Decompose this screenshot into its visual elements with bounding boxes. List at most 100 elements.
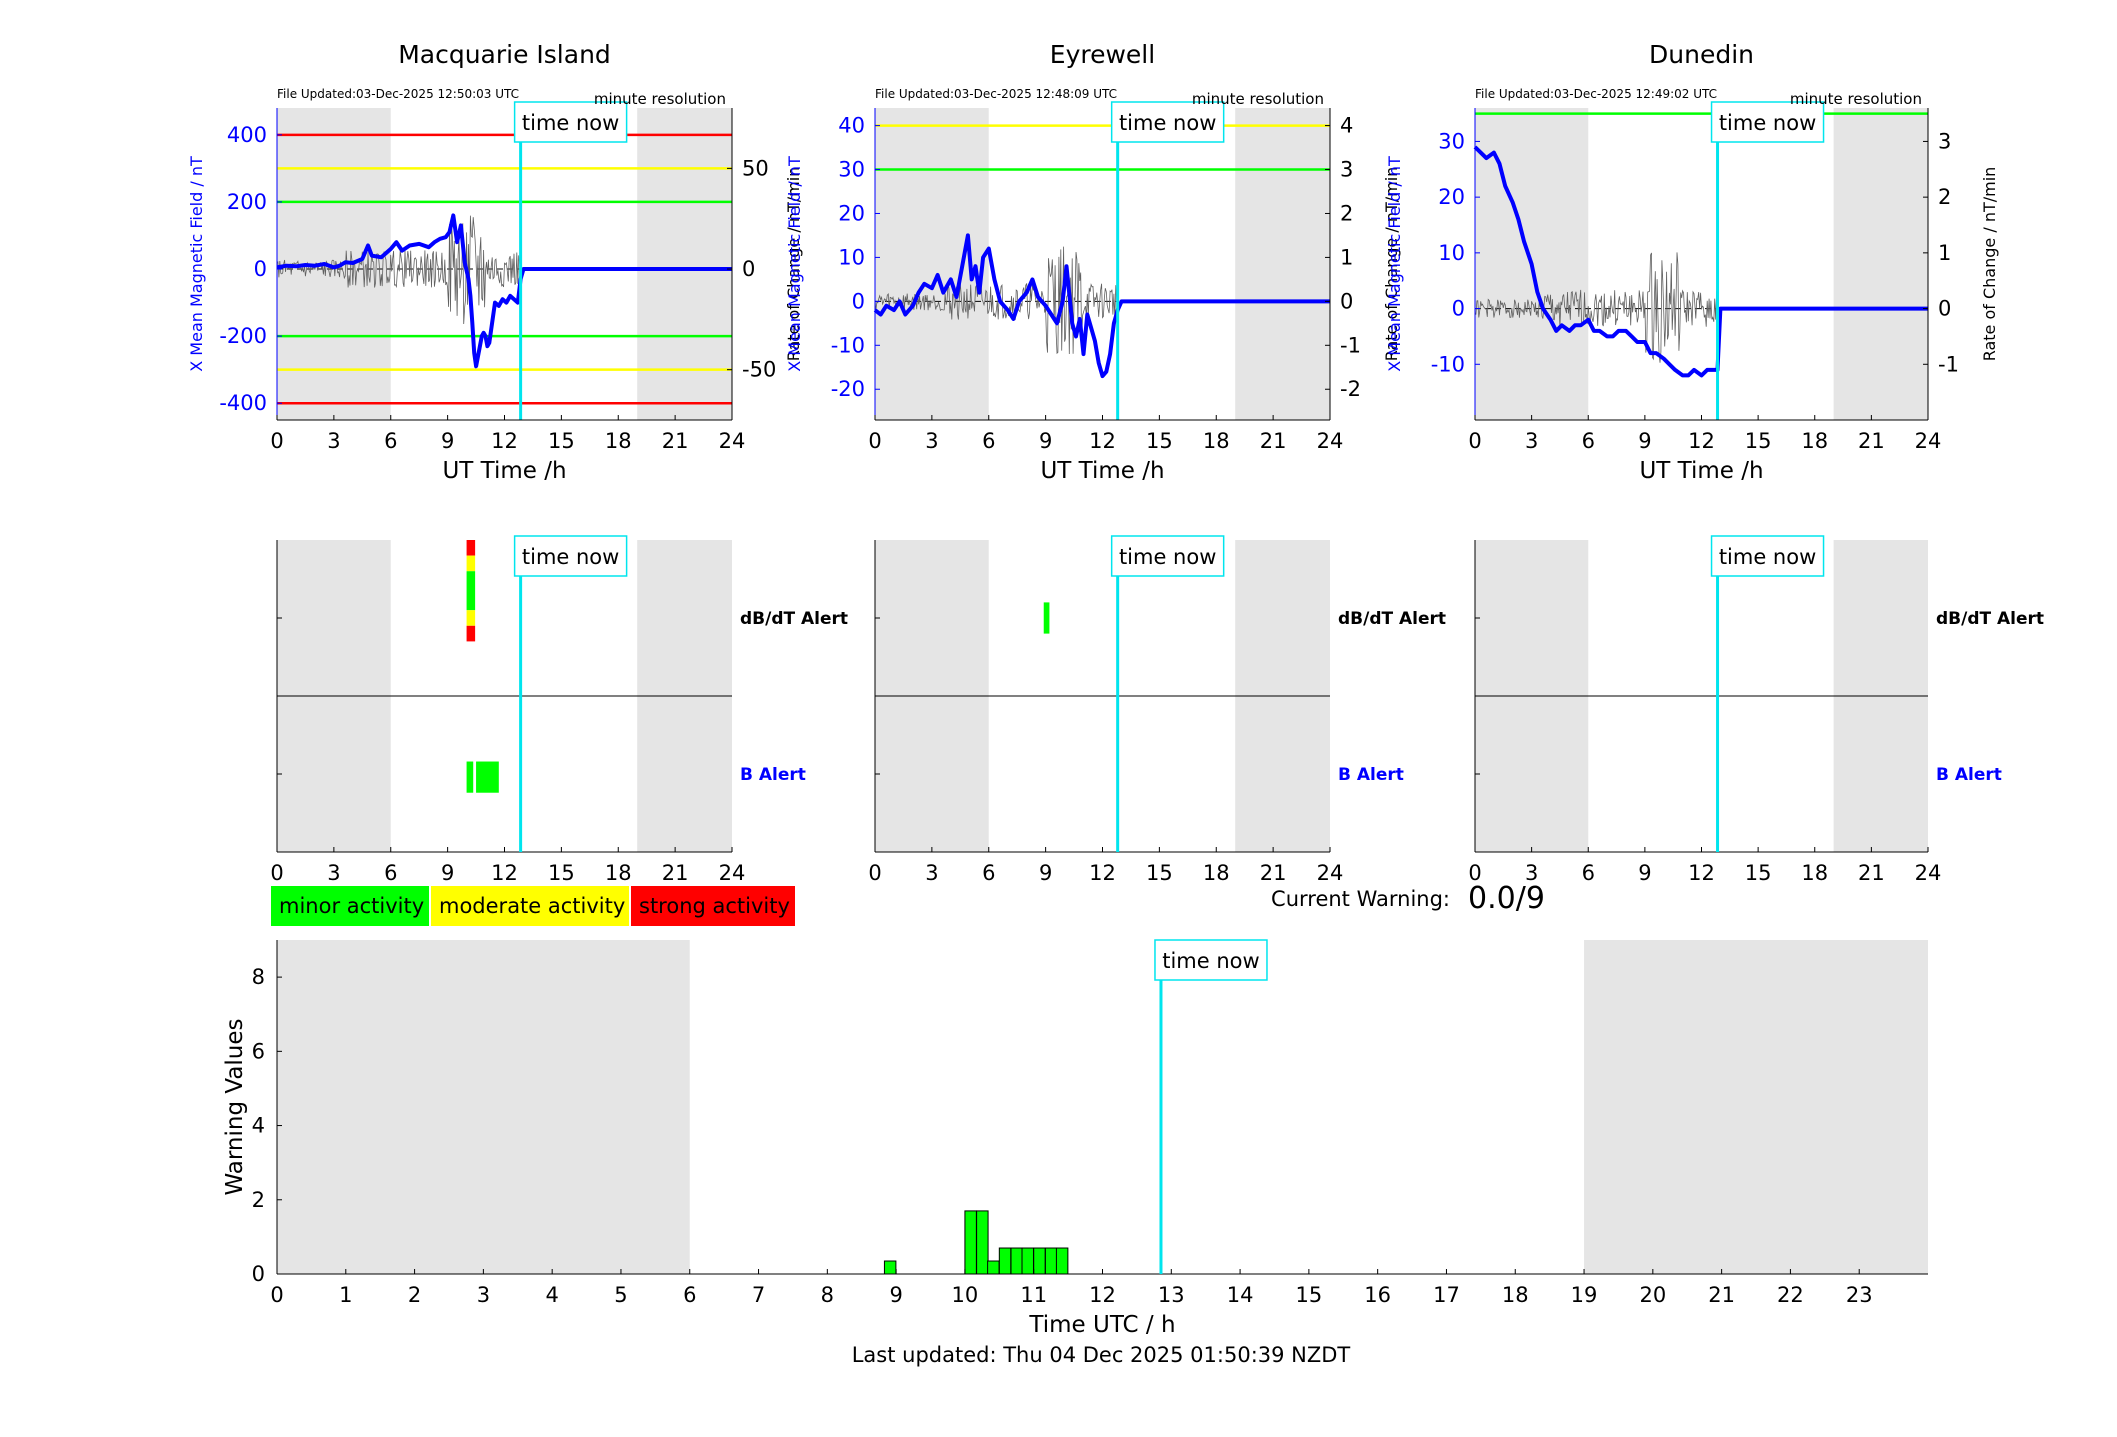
x-axis-label: UT Time /h [1040,458,1164,484]
x-tick-label: 15 [1296,1283,1323,1307]
x-tick-label: 3 [327,429,340,453]
panel-title: Macquarie Island [398,40,611,69]
x-tick-label: 6 [384,429,397,453]
time-now-box [1710,101,1825,143]
panel-macquarie: time now 0 3 6 9 12 15 18 21 24 -400 -200 0 200 400 -50… [187,40,803,484]
y2-tick-label: -50 [742,358,776,382]
x-tick-label: 0 [1468,861,1481,885]
x-tick-label: 5 [614,1283,627,1307]
x-tick-label: 18 [1203,429,1230,453]
activity-legend: minor activity moderate activity strong ac… [271,886,795,926]
x-tick-label: 21 [1708,1283,1735,1307]
b-alert-label: B Alert [1338,765,1404,785]
x-tick-label: 6 [1582,429,1595,453]
alert-segment-minor [466,761,474,793]
time-now-label: time now [1119,111,1216,135]
file-updated-label: File Updated:03-Dec-2025 12:50:03 UTC [277,87,519,101]
current-warning-value: 0.0/9 [1468,881,1545,916]
y-tick-label: -10 [831,333,865,357]
y2-tick-label: 2 [1938,185,1951,209]
x-tick-label: 20 [1639,1283,1666,1307]
x-tick-label: 18 [1801,861,1828,885]
x-tick-label: 12 [1089,429,1116,453]
x-tick-label: 17 [1433,1283,1460,1307]
time-now-label: time now [1162,949,1259,973]
current-warning-label: Current Warning: [1271,887,1450,911]
y2-tick-label: 1 [1340,245,1353,269]
x-tick-label: 21 [1260,429,1287,453]
x-tick-label: 12 [1089,1283,1116,1307]
x-tick-label: 0 [1468,429,1481,453]
y-axis-label-left: X Mean Magnetic Field / nT [1385,156,1404,372]
dbdt-alert-label: dB/dT Alert [1936,609,2044,629]
x-tick-label: 18 [1203,861,1230,885]
y-tick-label: -200 [219,324,267,348]
x-tick-label: 0 [270,861,283,885]
y2-tick-label: 0 [1938,297,1951,321]
warning-bar [964,1210,977,1275]
x-tick-label: 0 [868,861,881,885]
x-tick-label: 6 [982,861,995,885]
y-axis-label-left: X Mean Magnetic Field / nT [785,156,804,372]
legend-swatch-0 [271,886,429,926]
y-tick-label: 4 [252,1114,265,1138]
file-updated-label: File Updated:03-Dec-2025 12:48:09 UTC [875,87,1117,101]
y-tick-label: 30 [838,158,865,182]
y-tick-label: 0 [1452,297,1465,321]
x-tick-label: 3 [1525,429,1538,453]
x-tick-label: 16 [1364,1283,1391,1307]
warning-bar [883,1260,897,1275]
x-tick-label: 21 [1858,429,1885,453]
alert-segment-strong [466,540,476,556]
y-axis-label-right: Rate of Change / nT/min [1382,167,1401,362]
y-tick-label: 0 [852,289,865,313]
y2-tick-label: 3 [1340,158,1353,182]
y-axis-label-left: X Mean Magnetic Field / nT [187,156,206,372]
x-tick-label: 21 [1858,861,1885,885]
resolution-label: minute resolution [594,90,726,108]
x-tick-label: 9 [1039,429,1052,453]
time-now-box [1710,535,1825,577]
dbdt-alert-label: dB/dT Alert [740,609,848,629]
y-tick-label: -400 [219,391,267,415]
x-tick-label: 0 [270,429,283,453]
legend-swatch-1 [431,886,629,926]
x-tick-label: 15 [1146,429,1173,453]
time-now-box [513,101,628,143]
x-tick-label: 21 [662,861,689,885]
warning-bar [1033,1247,1046,1275]
last-updated: Last updated: Thu 04 Dec 2025 01:50:39 N… [852,1343,1351,1367]
x-tick-label: 10 [952,1283,979,1307]
y-tick-label: 8 [252,965,265,989]
warning-bar [1021,1247,1034,1275]
alert-segment-moderate [466,555,476,572]
y-axis-label-right: Rate of Change / nT/min [1980,167,1999,362]
time-now-label: time now [1119,545,1216,569]
x-tick-label: 24 [719,861,746,885]
x-tick-label: 22 [1777,1283,1804,1307]
y2-tick-label: 0 [1340,289,1353,313]
y2-tick-label: 4 [1340,114,1353,138]
y-tick-label: 0 [254,257,267,281]
panel-alerts-eyrewell: time now 0 3 6 9 12 15 18 21 24 dB/dT Alert B Alert [868,535,1446,885]
x-tick-label: 23 [1846,1283,1873,1307]
resolution-label: minute resolution [1790,90,1922,108]
legend-label-1: moderate activity [439,894,625,918]
field-series-line [276,213,732,369]
x-tick-label: 6 [1582,861,1595,885]
warning-bar [998,1247,1012,1275]
x-tick-label: 15 [548,429,575,453]
x-tick-label: 18 [1502,1283,1529,1307]
y-tick-label: 40 [838,114,865,138]
legend-label-0: minor activity [279,894,424,918]
x-tick-label: 15 [1146,861,1173,885]
b-alert-label: B Alert [740,765,806,785]
x-tick-label: 12 [1688,429,1715,453]
x-tick-label: 15 [1745,861,1772,885]
y-tick-label: 400 [227,123,267,147]
night-shade [1833,108,1928,420]
x-tick-label: 7 [752,1283,765,1307]
